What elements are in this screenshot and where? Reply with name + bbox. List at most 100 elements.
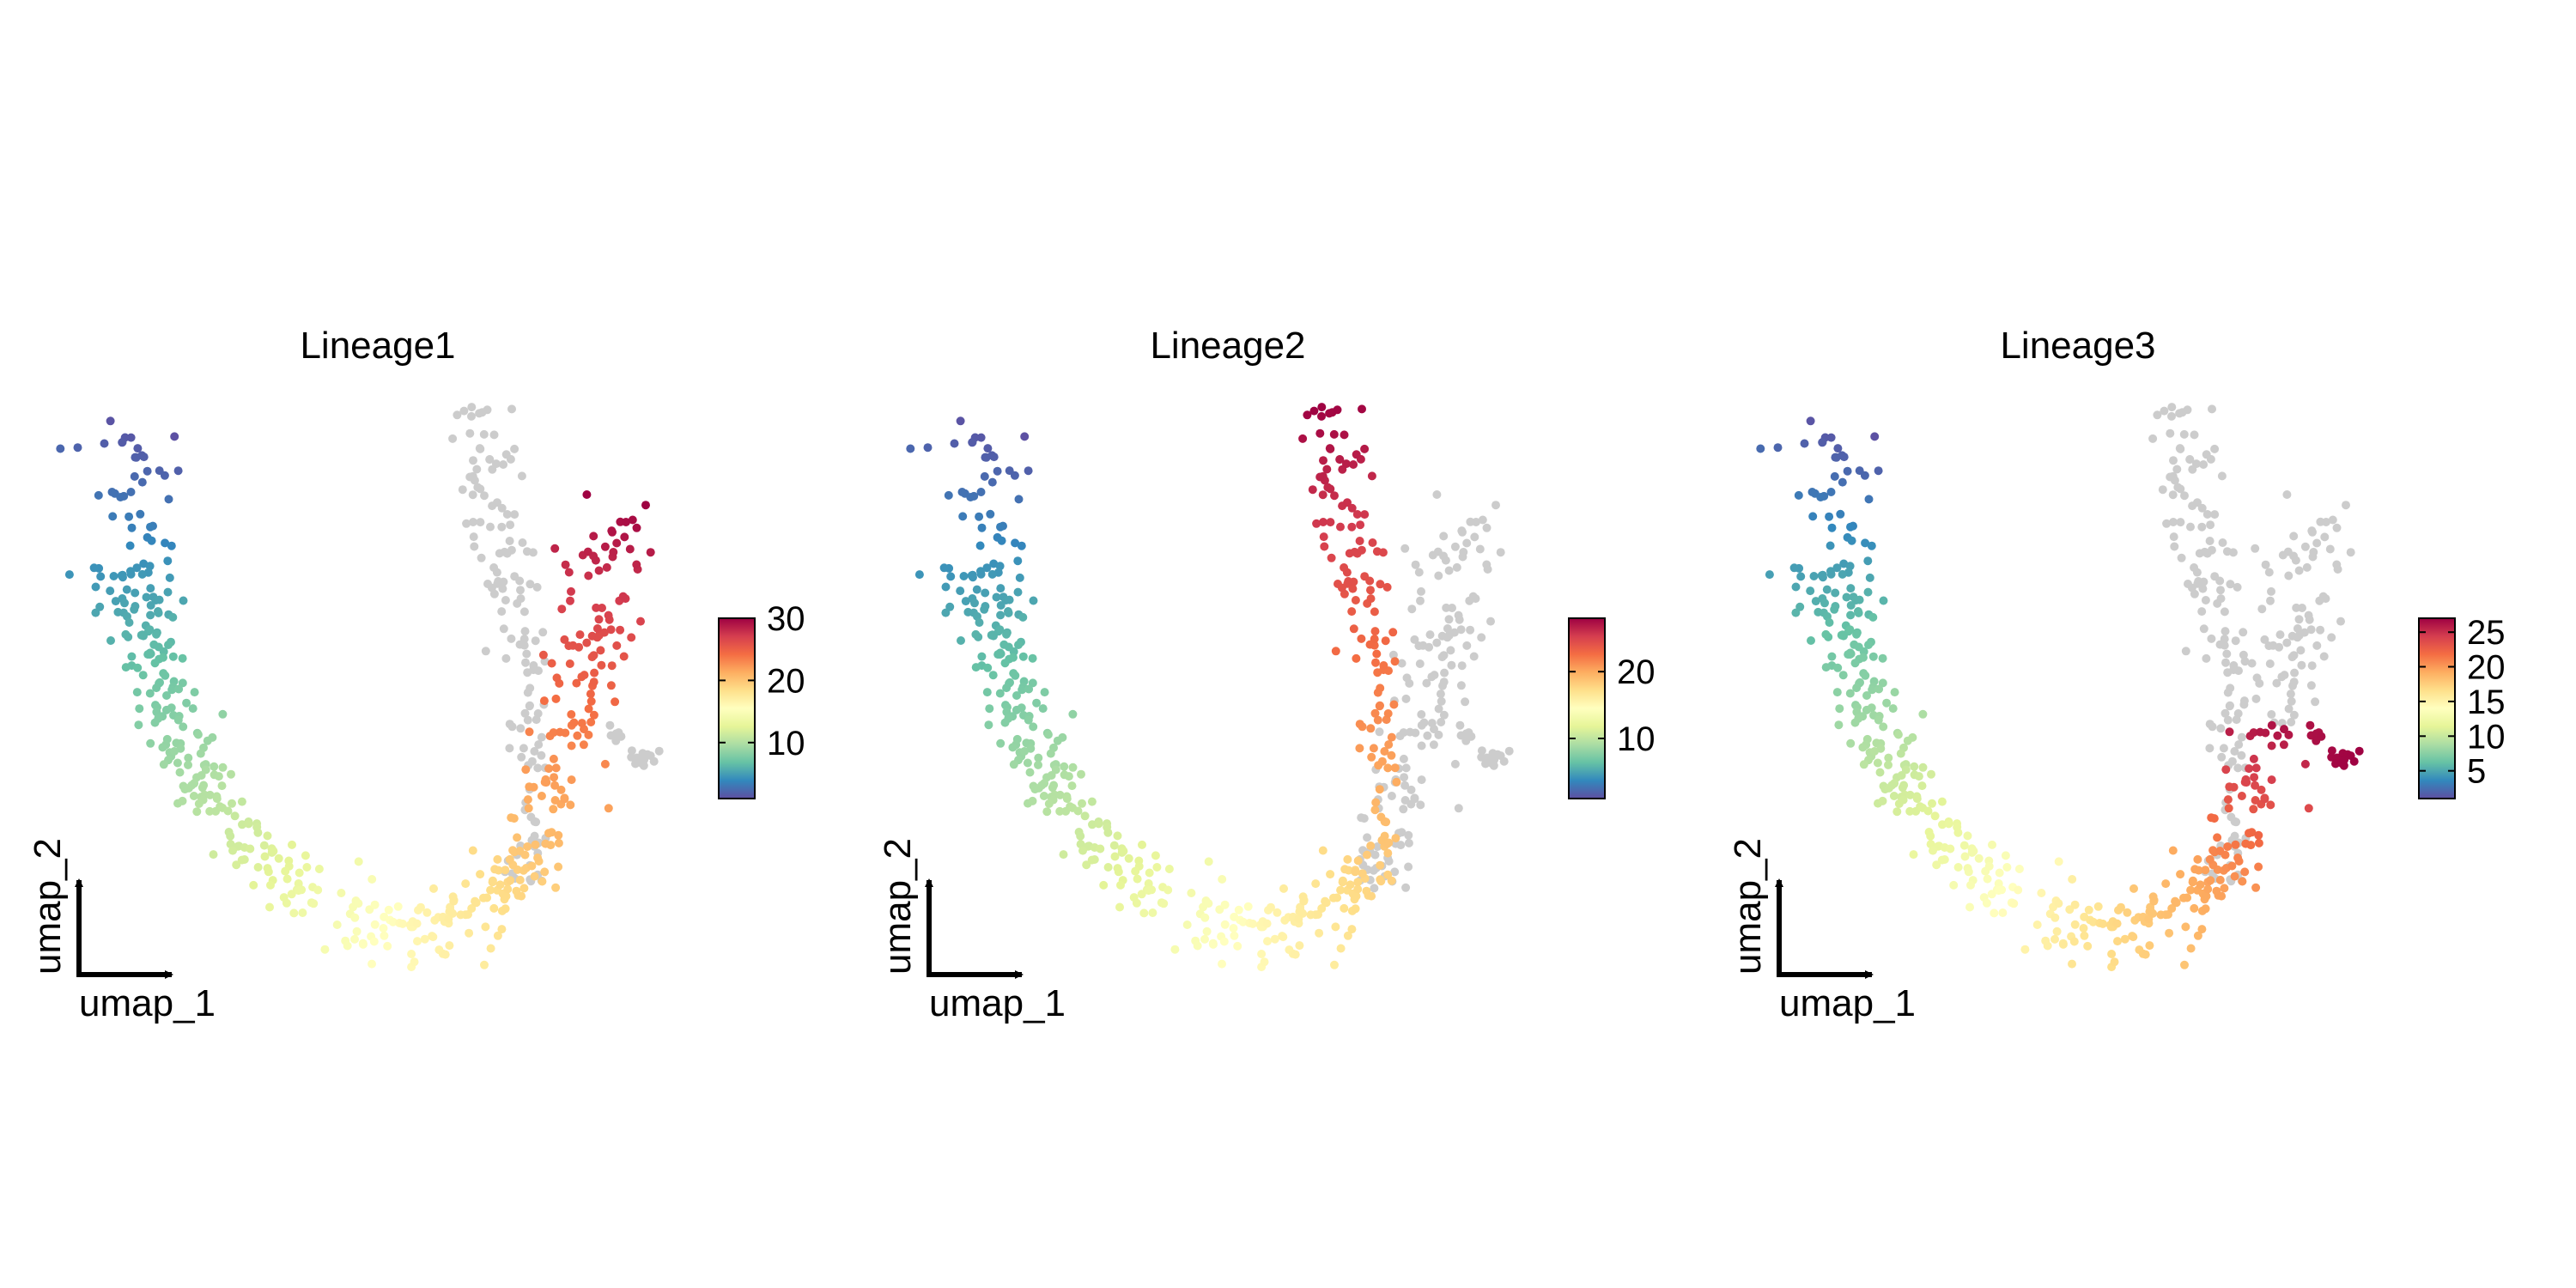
cell-point [1366, 724, 1376, 733]
cell-point-na [2255, 678, 2264, 688]
cell-point [368, 875, 377, 884]
x-axis-label: umap_1 [1779, 982, 1916, 1024]
cell-point [1312, 519, 1321, 528]
cell-point-na [476, 484, 485, 494]
cell-point-na [501, 653, 511, 663]
cell-point [1380, 747, 1389, 756]
cell-point [1827, 652, 1837, 661]
cell-point [1164, 865, 1174, 873]
cell-point-na [502, 510, 512, 519]
cell-point [168, 652, 178, 661]
cell-point [2229, 782, 2239, 792]
cell-point-na [2266, 596, 2275, 605]
cell-point [2254, 838, 2263, 848]
cell-point-na [1456, 681, 1466, 690]
cell-point-na [497, 522, 507, 532]
cell-point [2273, 731, 2282, 740]
cell-point [94, 490, 103, 500]
cell-point [1062, 794, 1072, 804]
cell-point [1383, 709, 1393, 718]
cell-point [1163, 885, 1173, 895]
cell-point [501, 904, 510, 914]
cell-point-na [1439, 532, 1449, 541]
cell-point [1341, 459, 1351, 469]
cell-point-na [1486, 617, 1495, 626]
cell-point-na [526, 812, 536, 822]
cell-point [517, 891, 526, 901]
colorbar-tick-label: 20 [767, 662, 805, 700]
cell-point-na [1422, 678, 1431, 688]
cell-point-na [1439, 551, 1449, 561]
cell-point [179, 596, 188, 605]
cell-point [1822, 585, 1832, 594]
cell-point-na [1492, 501, 1500, 510]
cell-point [1944, 819, 1953, 829]
cell-point-na [1417, 710, 1426, 719]
cell-point [1861, 538, 1870, 548]
cell-point-na [1478, 515, 1487, 525]
cell-point [1998, 908, 2008, 917]
cell-point [1009, 653, 1018, 662]
cell-point [2129, 884, 2138, 893]
cell-point-na [2282, 490, 2292, 499]
cell-point-na [2336, 617, 2345, 626]
cell-point [619, 652, 629, 661]
cell-point-na [2305, 615, 2314, 624]
cell-point [1113, 831, 1122, 841]
colorbar-tick-label: 15 [2467, 683, 2506, 721]
cell-point [91, 608, 100, 617]
cell-point [549, 728, 558, 738]
cell-point [1825, 512, 1834, 521]
cell-point [529, 782, 538, 792]
cell-point [1854, 608, 1863, 617]
cell-point [632, 560, 641, 569]
cell-point-na [532, 582, 542, 592]
cell-point [2068, 875, 2077, 884]
cell-point-na [2264, 568, 2274, 577]
cell-point-na [2216, 594, 2226, 604]
cell-point [1376, 683, 1385, 693]
x-axis-label: umap_1 [79, 982, 216, 1024]
cell-point [1357, 634, 1366, 643]
cell-point [2080, 931, 2089, 940]
cell-point [2300, 759, 2310, 769]
cell-point [263, 831, 272, 841]
cell-point [1949, 880, 1959, 890]
cell-point [1879, 596, 1888, 605]
cell-point-na [1427, 719, 1437, 728]
cell-point-na [1373, 842, 1382, 851]
cell-point-na [1461, 697, 1470, 707]
cell-point [125, 512, 134, 521]
cell-point [493, 854, 502, 864]
cell-point [503, 884, 513, 894]
cell-point [163, 556, 173, 566]
cell-point [2317, 732, 2326, 741]
colorbar-tick-label: 20 [2467, 649, 2506, 687]
cell-point [551, 763, 561, 773]
cell-point [1843, 466, 1852, 476]
cell-point [597, 660, 606, 670]
cell-point [1884, 760, 1893, 769]
cell-point [1331, 922, 1340, 932]
cell-point-na [2221, 627, 2230, 636]
cell-point [2088, 917, 2098, 927]
cell-point-na [530, 831, 539, 841]
cell-point [560, 635, 569, 644]
cell-point [1044, 799, 1054, 808]
cell-point-na [2226, 701, 2234, 710]
cell-point [1347, 503, 1357, 513]
cell-point [2249, 754, 2258, 763]
cell-point [1859, 653, 1868, 662]
cell-point-na [2168, 490, 2178, 500]
cell-point [1011, 671, 1020, 680]
cell-point-na [1447, 660, 1456, 670]
cell-point-na [534, 666, 543, 676]
cell-point [1878, 796, 1887, 805]
cell-point-na [2179, 429, 2189, 439]
cell-point [2206, 876, 2215, 885]
cell-point [201, 765, 210, 775]
cell-point-na [2202, 450, 2211, 459]
cell-point [1346, 880, 1355, 890]
cell-point [1808, 512, 1818, 521]
cell-point [1926, 840, 1935, 849]
